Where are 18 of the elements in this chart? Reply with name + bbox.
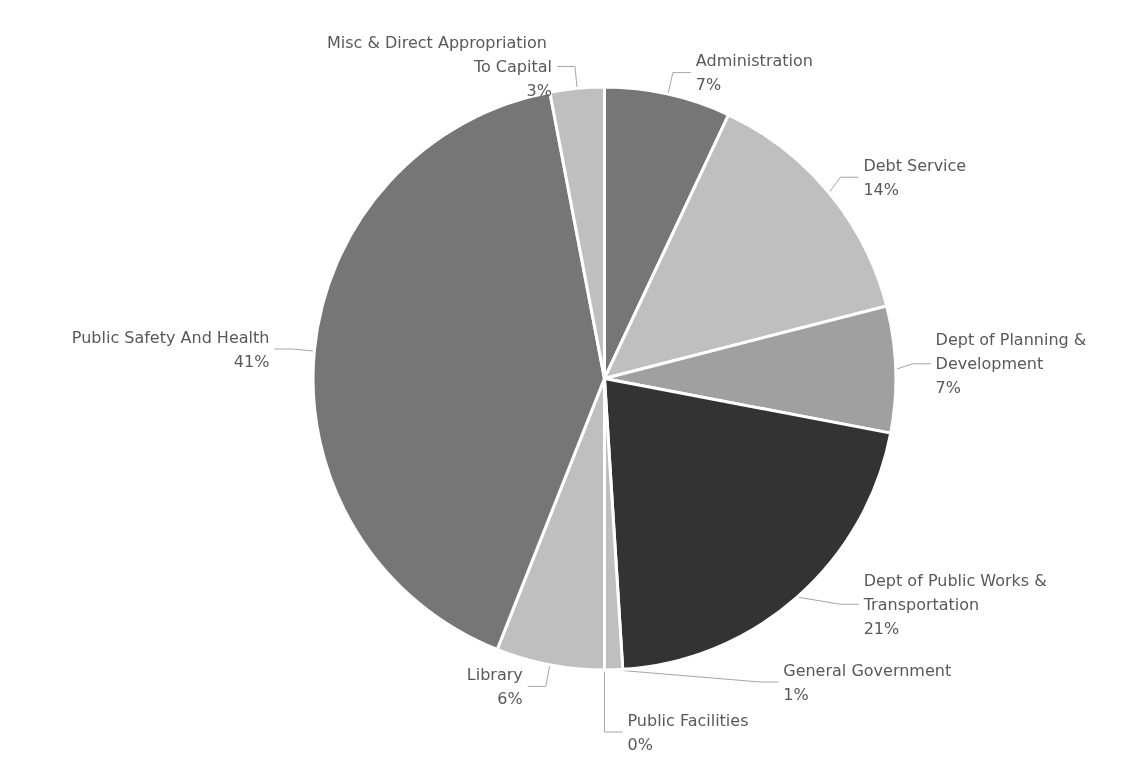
slice-label: Library: [466, 664, 523, 684]
slice-label: Dept of Public Works & Transportation: [862, 570, 1052, 614]
data-label: 7%: [935, 378, 961, 398]
data-label: 41%: [233, 351, 270, 371]
data-label: 3%: [526, 80, 552, 100]
data-label: 1%: [783, 684, 809, 704]
text: 0%: [627, 734, 653, 754]
slice-label: Public Safety And Health: [71, 327, 270, 347]
category-label: Public Facilities: [627, 710, 749, 730]
slice-label: Dept of Planning & Development: [935, 330, 1092, 374]
slice-label: Misc & Direct Appropriation To Capital: [326, 32, 552, 76]
data-label: 6%: [497, 688, 523, 708]
slice-label: General Government: [783, 660, 952, 680]
data-label: 14%: [863, 179, 899, 199]
slice-label: Administration: [695, 51, 813, 71]
slice-label: Debt Service: [863, 155, 967, 175]
data-label: 21%: [863, 618, 900, 638]
data-label: 7%: [695, 75, 722, 95]
